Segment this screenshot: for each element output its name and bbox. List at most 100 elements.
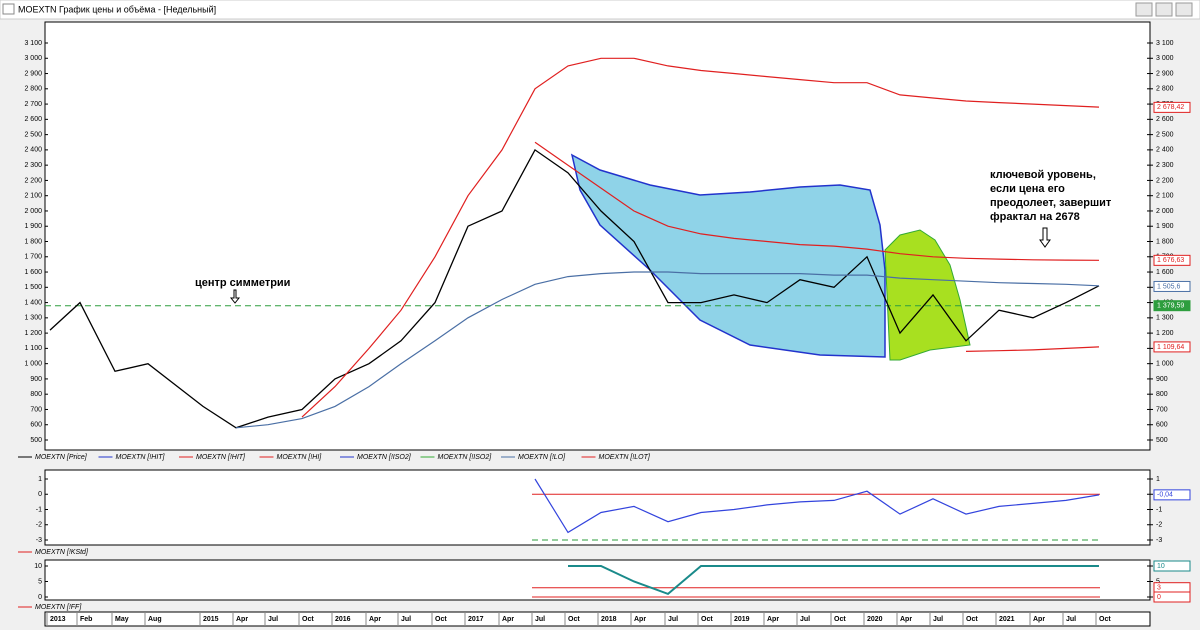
y-tick-label-right: 5 [1156,578,1160,585]
time-label: Oct [302,616,314,623]
time-label: 2019 [734,616,750,623]
legend-label: MOEXTN [!LO] [518,454,566,461]
iso2-green-area [884,229,971,361]
y-tick-label-right: 600 [1156,422,1168,429]
y-tick-label: 1 [38,476,42,483]
annotation-arrow [229,289,241,304]
title-bar [0,0,1200,20]
y-tick-label-right: 1 200 [1156,330,1174,337]
y-tick-label: 2 200 [24,177,42,184]
value-flag [1153,560,1191,572]
time-label: Apr [236,616,248,623]
y-tick-label: 1 300 [24,315,42,322]
y-tick-label-right: 2 900 [1156,70,1174,77]
window-title: MOEXTN График цены и объёма - [Недельный… [18,4,216,14]
y-tick-label: 2 300 [24,162,42,169]
series-line [568,565,1099,596]
legend-label: MOEXTN [!HIT] [196,454,246,461]
y-tick-label: 2 700 [24,101,42,108]
y-tick-label: 2 400 [24,147,42,154]
y-tick-label: -1 [36,506,42,513]
y-tick-label: 1 800 [24,238,42,245]
y-tick-label: 2 800 [24,86,42,93]
legend-label: MOEXTN [!KStd] [35,549,89,556]
time-label: Oct [435,616,447,623]
y-tick-label: 2 000 [24,208,42,215]
y-tick-label: 1 600 [24,269,42,276]
legend-label: MOEXTN [!ISO2] [438,454,493,461]
value-flag-label: 10 [1157,563,1165,570]
time-label: Oct [834,616,846,623]
time-label: Jul [933,616,943,623]
time-label: Oct [1099,616,1111,623]
y-tick-label-right: 2 200 [1156,177,1174,184]
series-line [301,57,1100,418]
y-tick-label: -2 [36,522,42,529]
value-flag-label: 3 [1157,585,1161,592]
y-tick-label: 2 900 [24,70,42,77]
y-tick-label: 1 000 [24,360,42,367]
y-tick-label-right: 2 800 [1156,86,1174,93]
y-tick-label: 1 700 [24,254,42,261]
y-tick-label: 1 500 [24,284,42,291]
time-label: 2016 [335,616,351,623]
time-label: Apr [634,616,646,623]
annotation: преодолеет, завершит [990,197,1112,209]
annotation: ключевой уровень, [990,169,1096,181]
y-tick-label-right: 800 [1156,391,1168,398]
legend-label: MOEXTN [!HI] [277,454,323,461]
legend-label: MOEXTN [!FF] [35,604,82,611]
time-label: 2021 [999,616,1015,623]
price-panel [44,21,1151,451]
time-label: Apr [767,616,779,623]
y-tick-label: 10 [34,563,42,570]
y-tick-label: 1 100 [24,345,42,352]
kstd-panel [44,469,1151,546]
series-line [534,478,1100,534]
value-flag [1153,489,1191,501]
y-tick-label: 600 [30,422,42,429]
y-tick-label-right: -3 [1156,537,1162,544]
y-tick-label-right: 1 300 [1156,315,1174,322]
annotation: центр симметрии [195,277,290,289]
value-flag [1153,341,1191,353]
value-flag [1153,280,1191,292]
annotation-arrow [1039,227,1051,248]
time-label: Jul [800,616,810,623]
y-tick-label: 3 100 [24,40,42,47]
time-label: Jul [535,616,545,623]
y-tick-label: 0 [38,594,42,601]
value-flag-label: 1 109,64 [1157,344,1184,351]
time-label: Oct [966,616,978,623]
y-tick-label-right: -1 [1156,506,1162,513]
close-button[interactable] [1175,2,1193,17]
minimize-button[interactable] [1135,2,1153,17]
value-flag-label: -0,04 [1157,492,1173,499]
y-tick-label: 0 [38,491,42,498]
time-label: Apr [900,616,912,623]
y-tick-label: 1 200 [24,330,42,337]
legend-label: MOEXTN [!HIT] [116,454,166,461]
value-flag [1153,300,1191,312]
y-tick-label: 2 100 [24,193,42,200]
y-tick-label: 900 [30,376,42,383]
y-tick-label-right: 2 600 [1156,116,1174,123]
time-label: Aug [148,616,162,623]
time-label: Jul [268,616,278,623]
series-line [235,271,1100,429]
y-tick-label-right: 2 400 [1156,147,1174,154]
series-line [49,148,1100,429]
iso2-blue-area [570,153,886,358]
y-tick-label: -3 [36,537,42,544]
time-label: Feb [80,616,92,623]
y-tick-label-right: 1 800 [1156,238,1174,245]
y-tick-label-right: 3 000 [1156,55,1174,62]
y-tick-label-right: 1 [1156,476,1160,483]
time-label: Apr [502,616,514,623]
value-flag [1153,254,1191,266]
time-label: Jul [1066,616,1076,623]
app-icon [2,3,15,15]
maximize-button[interactable] [1155,2,1173,17]
